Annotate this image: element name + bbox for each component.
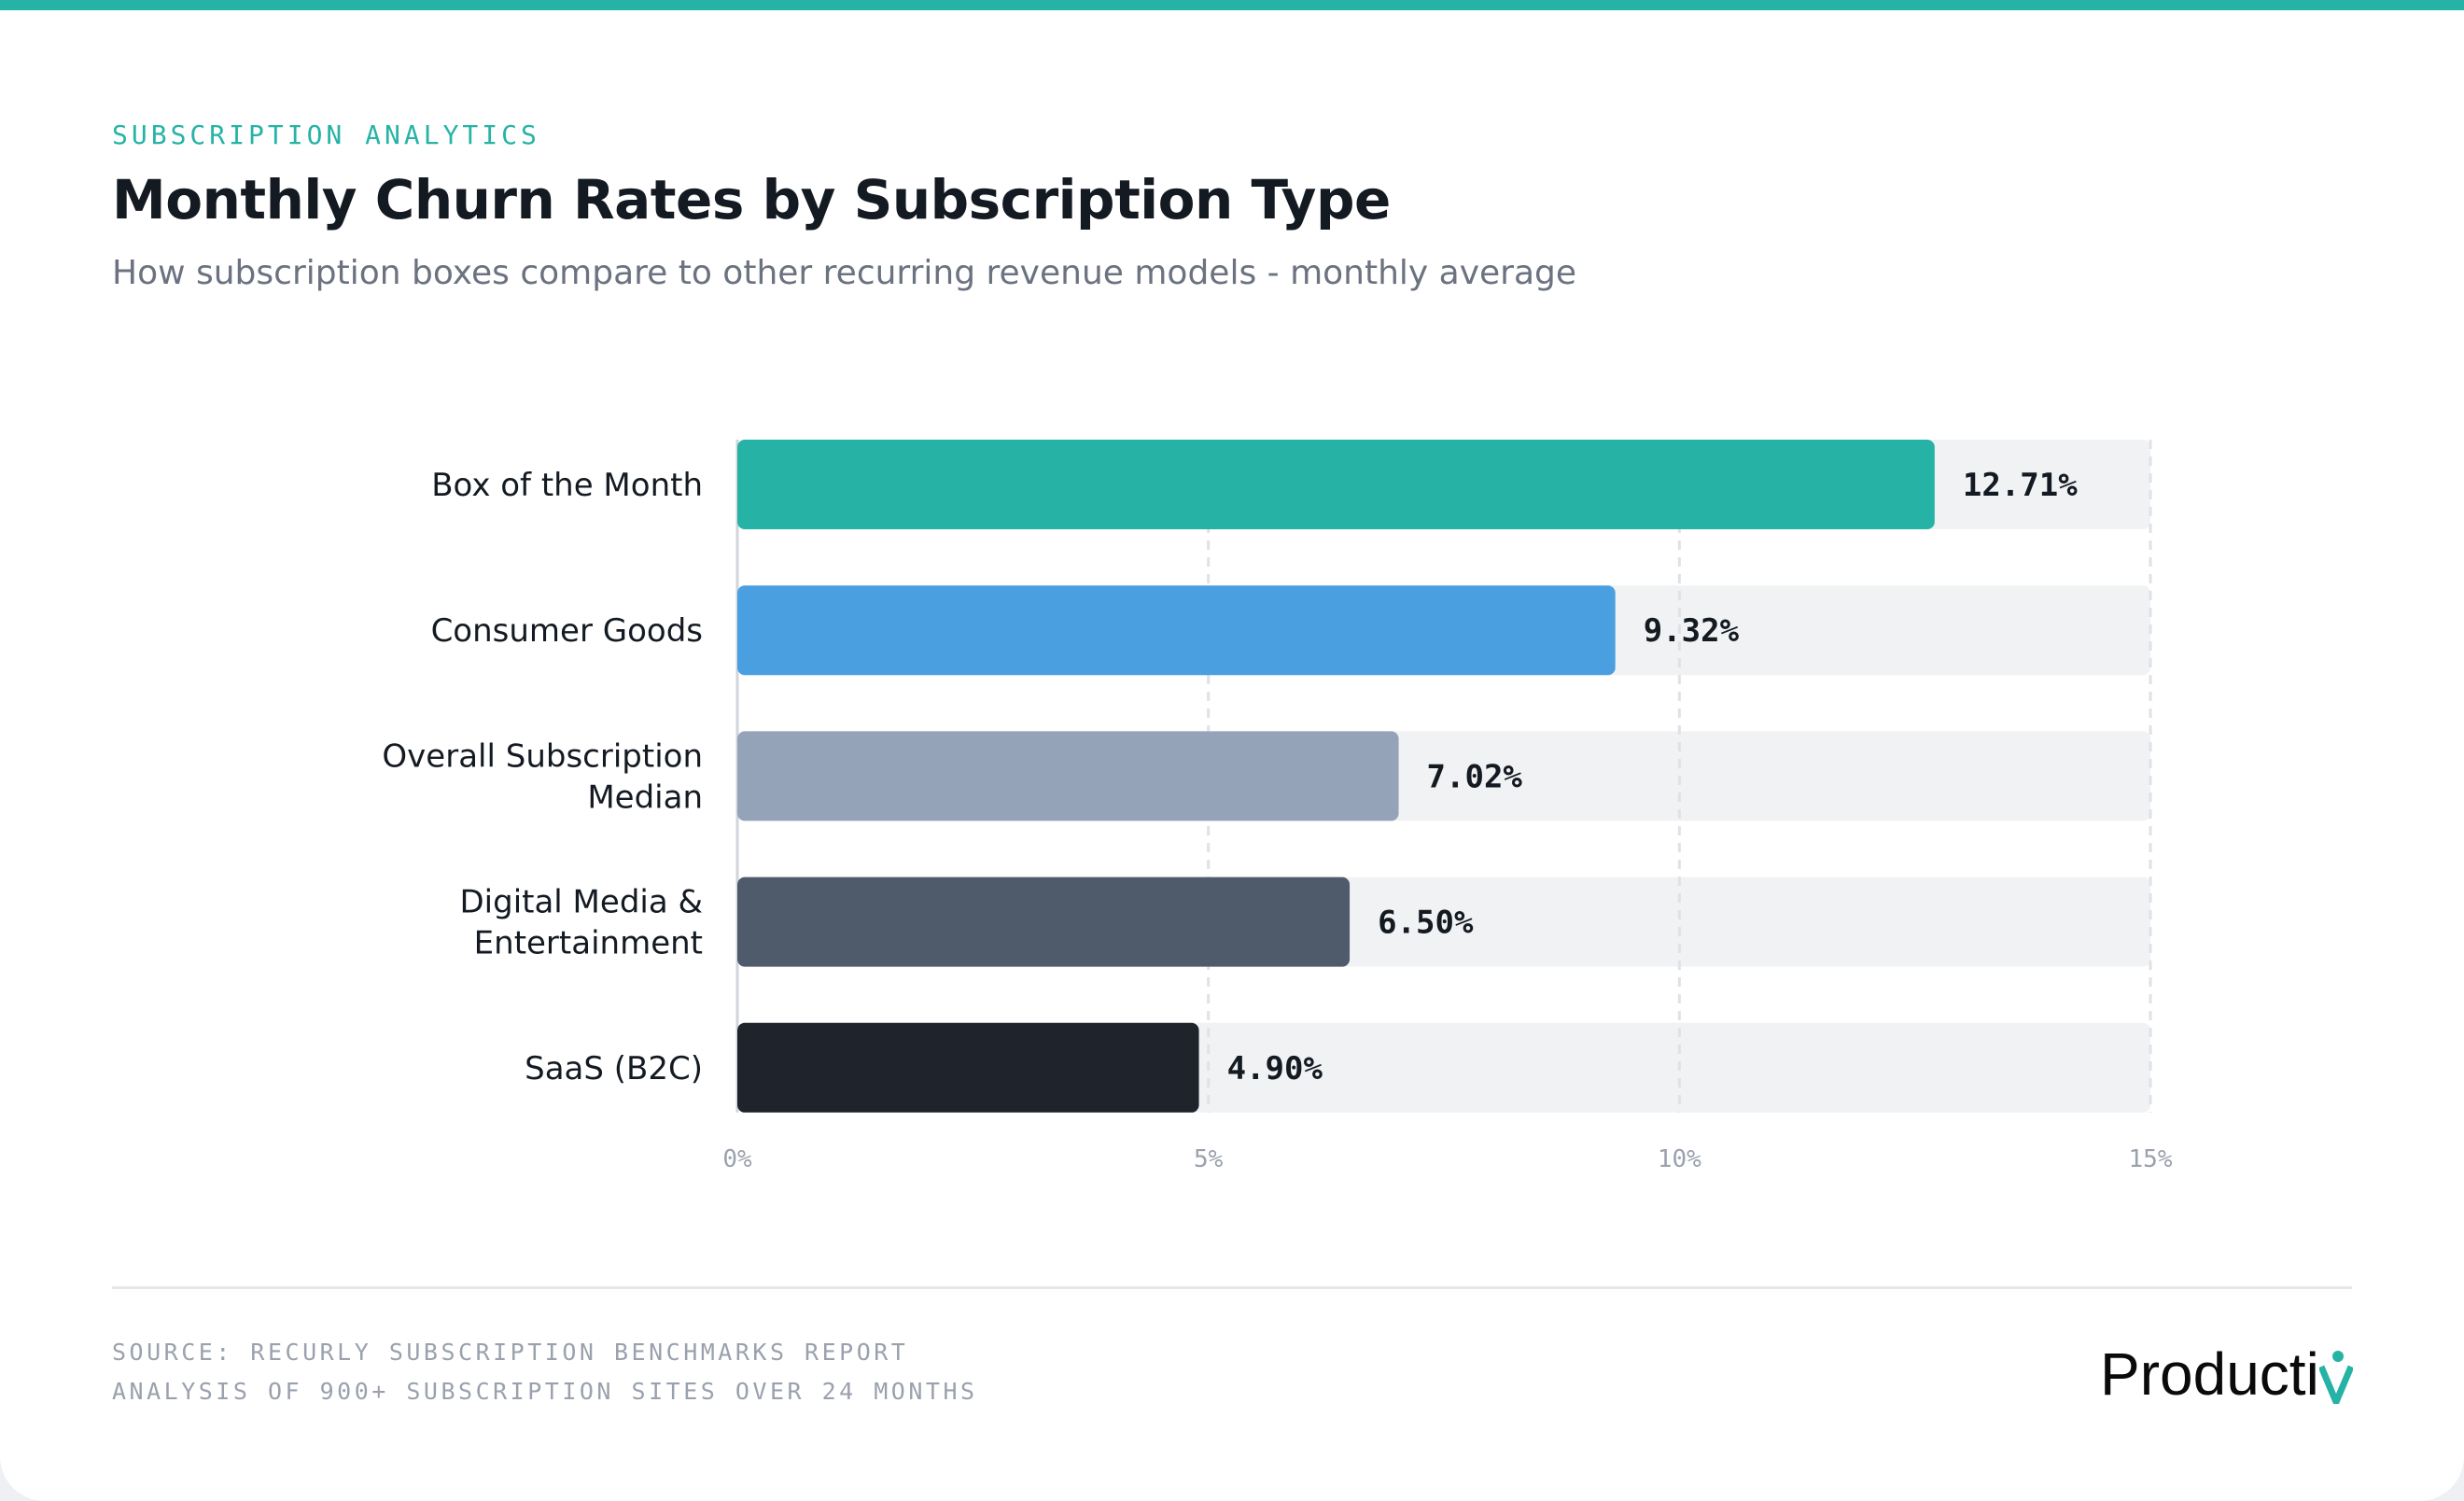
category-label: Consumer Goods [431,612,703,650]
logo-v-mark-icon [2318,1351,2353,1404]
source-line-1: SOURCE: RECURLY SUBSCRIPTION BENCHMARKS … [112,1339,909,1366]
category-label-line: Consumer Goods [431,612,703,650]
category-label-line: Overall Subscription [382,737,703,775]
category-label-line: SaaS (B2C) [525,1050,703,1087]
accent-bar [0,0,2464,10]
bar-value-label: 6.50% [1378,905,1474,942]
category-label-line: Median [587,779,703,816]
bar-value-label: 7.02% [1427,758,1523,795]
x-tick-label: 10% [1658,1145,1701,1173]
x-tick-label: 0% [722,1145,752,1173]
bar [737,731,1399,821]
bar-value-label: 12.71% [1963,467,2078,504]
category-label: Box of the Month [431,467,703,504]
bar [737,877,1351,967]
x-tick-label: 15% [2129,1145,2173,1173]
bar [737,585,1616,676]
category-label: Overall Subscription Median [382,737,703,816]
category-label: SaaS (B2C) [525,1050,703,1087]
x-tick-label: 5% [1194,1145,1224,1173]
category-label-line: Entertainment [474,925,703,962]
eyebrow-label: SUBSCRIPTION ANALYTICS [112,119,540,150]
logo-text: Producti [2100,1340,2319,1408]
category-label: Digital Media & Entertainment [459,884,703,962]
chart-title: Monthly Churn Rates by Subscription Type [112,168,1391,231]
bar [737,440,1935,529]
category-label-line: Box of the Month [431,467,703,504]
bar-chart: 0% 5% 10% 15% 12.71% Box of the Month 9.32% Con… [382,440,2173,1173]
footer-divider [112,1286,2352,1289]
bar [737,1022,1199,1113]
chart-subtitle: How subscription boxes compare to other … [112,254,1577,292]
bar-value-label: 4.90% [1227,1050,1323,1087]
bar-value-label: 9.32% [1644,612,1740,650]
category-label-line: Digital Media & [459,884,703,921]
source-line-2: ANALYSIS OF 900+ SUBSCRIPTION SITES OVER… [112,1378,978,1405]
productiv-logo: Producti [2100,1337,2353,1404]
